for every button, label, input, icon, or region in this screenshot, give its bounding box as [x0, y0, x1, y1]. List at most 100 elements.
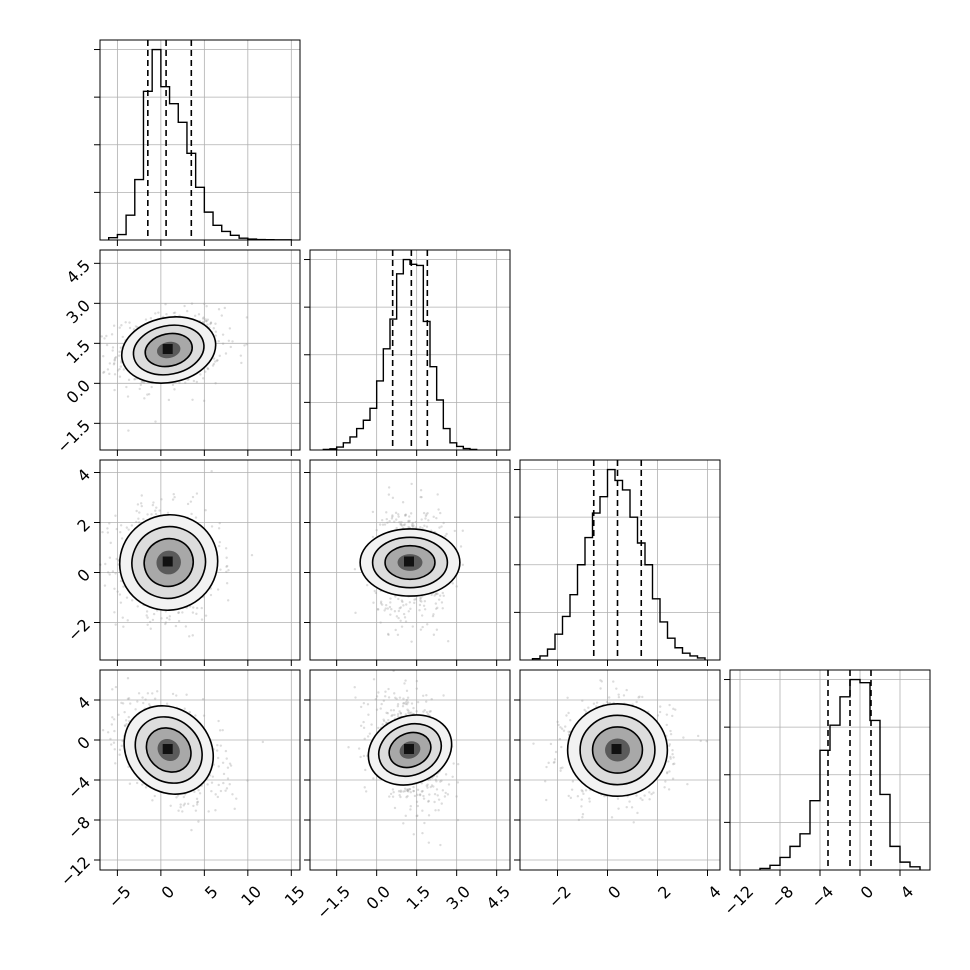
scatter-point [412, 524, 415, 527]
scatter-point [204, 318, 207, 321]
scatter-point [553, 760, 556, 764]
scatter-point [210, 469, 213, 473]
scatter-point [113, 373, 117, 376]
scatter-point [212, 357, 216, 360]
scatter-point [658, 705, 662, 708]
scatter-point [240, 361, 243, 365]
scatter-point [122, 368, 125, 371]
scatter-point [146, 692, 150, 695]
scatter-point [669, 757, 672, 760]
scatter-point [671, 714, 674, 718]
scatter-point [160, 617, 163, 620]
scatter-point [407, 610, 410, 613]
scatter-point [164, 303, 167, 306]
scatter-point [398, 696, 402, 699]
scatter-point [245, 343, 248, 346]
scatter-point [416, 814, 419, 817]
scatter-point [696, 734, 700, 738]
scatter-point [228, 783, 231, 786]
scatter-point [430, 593, 433, 597]
scatter-point [362, 702, 366, 705]
scatter-point [432, 613, 435, 616]
scatter-point [581, 699, 584, 702]
scatter-point [648, 798, 651, 801]
scatter-point [387, 633, 390, 637]
scatter-point [195, 612, 198, 616]
scatter-point [362, 720, 365, 724]
scatter-point [124, 724, 127, 728]
scatter-point [426, 623, 429, 626]
scatter-point [173, 388, 176, 391]
scatter-point [390, 714, 393, 718]
scatter-point [451, 582, 454, 585]
scatter-point [382, 718, 385, 721]
scatter-point [663, 786, 666, 789]
scatter-point [399, 790, 403, 794]
scatter-point [407, 790, 410, 793]
scatter-point [445, 532, 448, 536]
scatter-point [439, 843, 442, 847]
scatter-point [564, 725, 567, 728]
contour-line [144, 332, 193, 368]
scatter-point [175, 796, 178, 799]
scatter-point [152, 612, 156, 616]
scatter-point [422, 794, 425, 798]
scatter-point [164, 621, 168, 624]
scatter-point [379, 621, 382, 624]
scatter-point [668, 743, 672, 746]
scatter-point [221, 728, 224, 732]
scatter-point [127, 429, 130, 432]
contour-line [579, 714, 656, 786]
grid [310, 670, 510, 870]
scatter-point [105, 334, 108, 338]
scatter-point [366, 703, 370, 706]
scatter-point [396, 713, 400, 716]
scatter-point [430, 784, 434, 787]
contour-line [359, 528, 461, 597]
scatter-point [191, 495, 195, 499]
scatter-point [426, 783, 429, 786]
scatter-point [219, 789, 223, 793]
scatter-point [118, 367, 121, 371]
scatter-point [665, 771, 669, 775]
scatter-point [133, 378, 136, 381]
scatter-point [151, 692, 154, 695]
scatter-point [422, 604, 426, 607]
scatter-point [227, 339, 231, 343]
scatter-point [191, 398, 194, 401]
scatter-point [221, 761, 225, 764]
scatter-point [422, 511, 426, 515]
scatter-point [424, 514, 428, 518]
scatter-point [409, 512, 413, 515]
scatter-point [628, 800, 631, 803]
scatter-point [412, 785, 415, 789]
scatter-point [225, 757, 228, 760]
scatter-point [435, 592, 438, 595]
hist-panel-1 [304, 249, 511, 456]
scatter-point [399, 712, 403, 715]
scatter-point [402, 697, 405, 700]
histogram-3 [759, 678, 921, 870]
scatter-point [165, 702, 169, 705]
scatter-point [409, 791, 413, 794]
scatter-point [393, 520, 396, 523]
scatter-point [225, 570, 228, 574]
scatter-point [117, 713, 120, 716]
scatter-point [399, 523, 403, 526]
scatter-point [119, 346, 123, 349]
scatter-point [101, 530, 104, 534]
scatter-point [245, 316, 249, 319]
scatter-point [595, 701, 599, 704]
scatter-point [160, 498, 163, 501]
scatter-point [379, 600, 383, 603]
scatter-point [407, 788, 410, 791]
scatter-point [447, 783, 451, 786]
scatter-point [543, 780, 547, 783]
scatter-point [384, 607, 387, 610]
scatter-point [195, 801, 199, 804]
scatter-point [121, 702, 125, 705]
scatter-point [217, 719, 220, 723]
scatter-point [214, 360, 217, 363]
scatter-point [201, 320, 205, 324]
scatter-point [204, 509, 207, 512]
